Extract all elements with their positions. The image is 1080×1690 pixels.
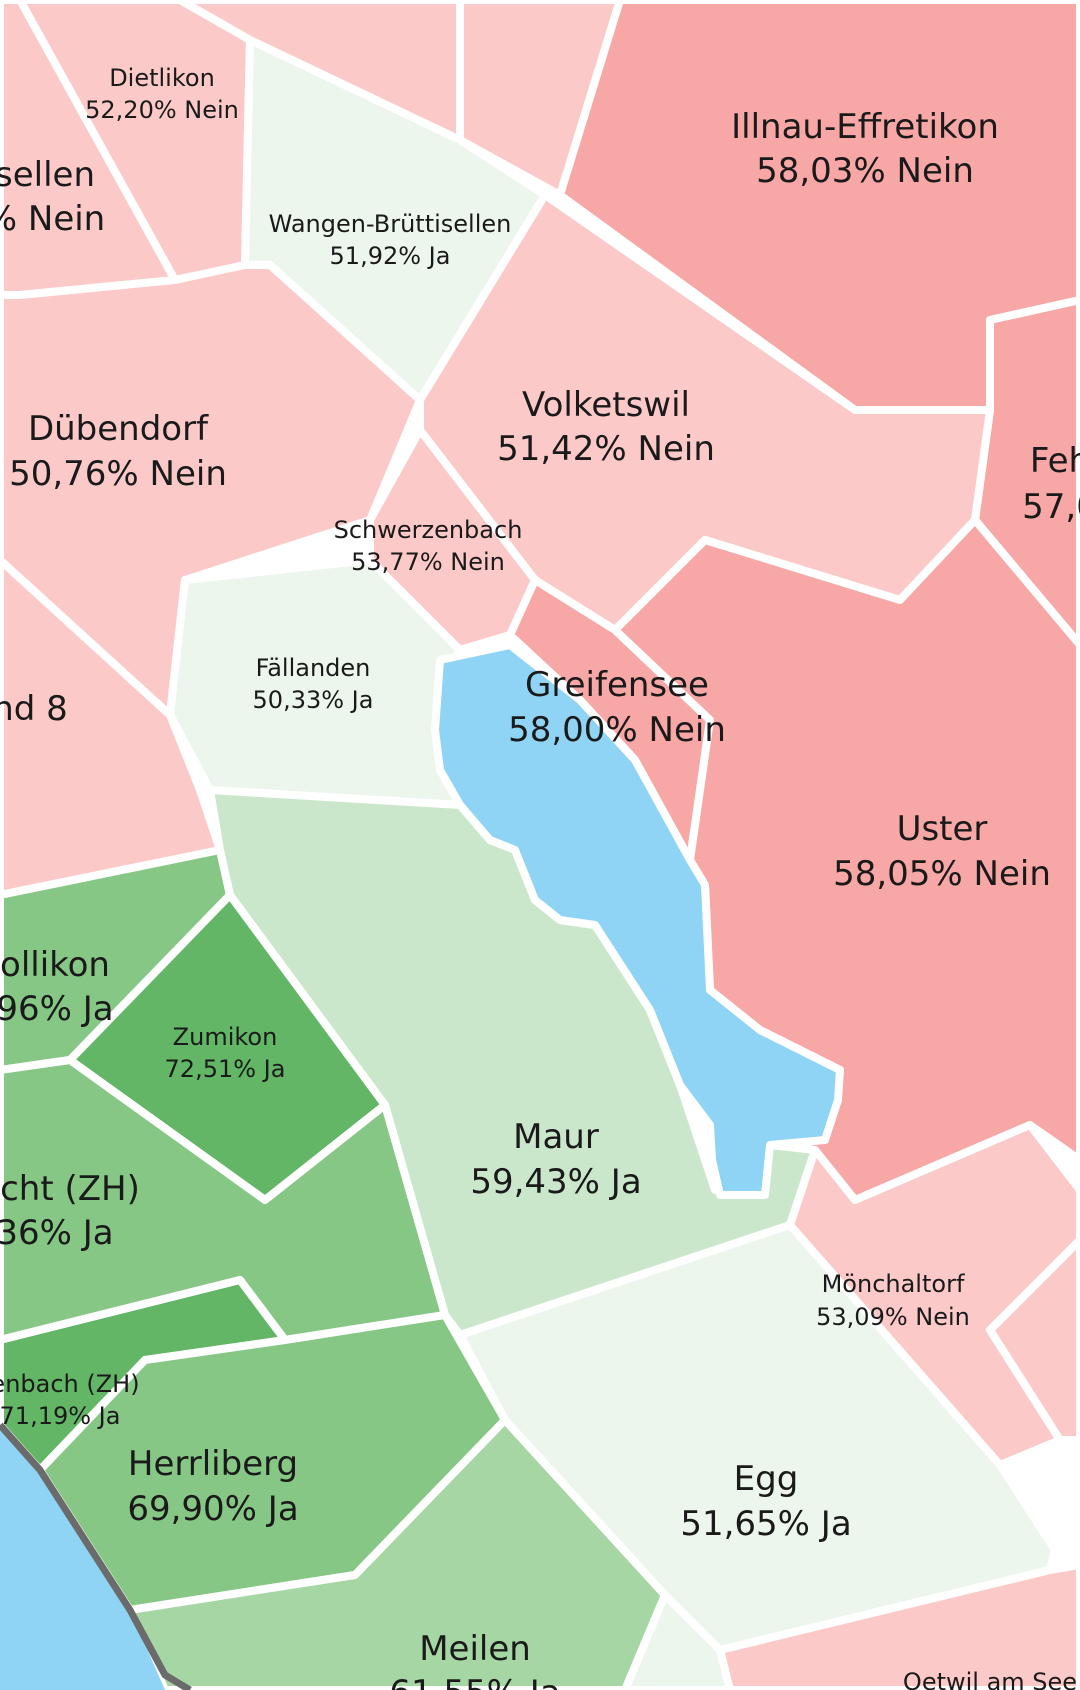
region-right-strip[interactable] [986,1236,1080,1444]
svg-text:72,51% Ja: 72,51% Ja [165,1055,286,1083]
region-moenchaltorf[interactable] [786,1121,1080,1469]
svg-text:61,55% Ja: 61,55% Ja [389,1673,560,1690]
label-volketswil: Volketswil 51,42% Nein [497,385,715,469]
svg-text:51,42% Nein: 51,42% Nein [497,429,715,469]
label-faellanden: Fällanden 50,33% Ja [253,654,374,714]
svg-text:58,00% Nein: 58,00% Nein [508,710,726,750]
svg-text:96% Ja: 96% Ja [0,989,114,1029]
label-bruettisellen: sellen % Nein [0,155,105,239]
svg-text:51,65% Ja: 51,65% Ja [680,1504,851,1544]
svg-text:enbach (ZH): enbach (ZH) [0,1370,140,1398]
svg-text:Fällanden: Fällanden [256,654,371,682]
svg-text:50,76% Nein: 50,76% Nein [9,454,227,494]
label-oetwil: Oetwil am See [903,1668,1077,1690]
svg-text:Schwerzenbach: Schwerzenbach [334,516,523,544]
svg-text:Oetwil am See: Oetwil am See [903,1668,1077,1690]
label-illnau-effretikon: Illnau-Effretikon 58,03% Nein [731,107,999,191]
svg-text:Greifensee: Greifensee [525,665,709,705]
svg-text:% Nein: % Nein [0,199,105,239]
svg-text:Wangen-Brüttisellen: Wangen-Brüttisellen [269,210,512,238]
label-egg: Egg 51,65% Ja [680,1459,851,1544]
svg-text:Uster: Uster [897,809,988,849]
svg-text:51,92% Ja: 51,92% Ja [330,242,451,270]
label-kreis-8: nd 8 [0,689,68,729]
label-fehraltorf: Feh 57,0 [1022,441,1080,527]
lake-zurich-shoreline [0,1422,192,1690]
svg-text:Maur: Maur [513,1117,599,1157]
svg-text:Feh: Feh [1030,441,1080,481]
svg-text:58,03% Nein: 58,03% Nein [756,151,974,191]
svg-text:53,09% Nein: 53,09% Nein [816,1303,970,1331]
lake-zurich [0,1425,165,1690]
greifensee-lake [431,641,844,1199]
svg-text:57,0: 57,0 [1022,487,1080,527]
svg-text:58,05% Nein: 58,05% Nein [833,854,1051,894]
label-kuesnacht: cht (ZH) 36% Ja [0,1169,140,1253]
label-dietlikon: Dietlikon 52,20% Nein [85,64,239,124]
svg-text:Meilen: Meilen [419,1629,531,1669]
label-herrliberg: Herrliberg 69,90% Ja [127,1444,298,1529]
label-maur: Maur 59,43% Ja [470,1117,641,1202]
svg-text:53,77% Nein: 53,77% Nein [351,548,505,576]
svg-text:cht (ZH): cht (ZH) [0,1169,140,1209]
label-zumikon: Zumikon 72,51% Ja [165,1023,286,1083]
label-erlenbach: enbach (ZH) 71,19% Ja [0,1370,140,1430]
svg-text:69,90% Ja: 69,90% Ja [127,1489,298,1529]
svg-text:sellen: sellen [0,155,95,195]
label-wangen-bruettisellen: Wangen-Brüttisellen 51,92% Ja [269,210,512,270]
svg-text:59,43% Ja: 59,43% Ja [470,1162,641,1202]
svg-text:ollikon: ollikon [0,945,110,985]
svg-text:71,19% Ja: 71,19% Ja [0,1402,120,1430]
label-moenchaltorf: Mönchaltorf 53,09% Nein [816,1270,970,1331]
label-schwerzenbach: Schwerzenbach 53,77% Nein [334,516,523,576]
svg-text:nd 8: nd 8 [0,689,68,729]
label-uster: Uster 58,05% Nein [833,809,1051,894]
region-bottom-green[interactable] [621,1591,734,1690]
svg-text:52,20% Nein: 52,20% Nein [85,96,239,124]
svg-text:Egg: Egg [734,1459,799,1499]
label-meilen: Meilen 61,55% Ja [389,1629,560,1690]
svg-text:Illnau-Effretikon: Illnau-Effretikon [731,107,999,147]
region-kreis-8[interactable] [0,556,224,899]
svg-text:50,33% Ja: 50,33% Ja [253,686,374,714]
svg-text:Volketswil: Volketswil [522,385,690,425]
svg-text:Dietlikon: Dietlikon [109,64,215,92]
svg-text:Dübendorf: Dübendorf [28,409,209,449]
label-zollikon: ollikon 96% Ja [0,945,114,1029]
svg-text:Mönchaltorf: Mönchaltorf [822,1270,965,1298]
svg-text:36% Ja: 36% Ja [0,1213,114,1253]
svg-text:Herrliberg: Herrliberg [128,1444,298,1484]
svg-text:Zumikon: Zumikon [173,1023,278,1051]
label-greifensee: Greifensee 58,00% Nein [508,665,726,750]
label-duebendorf: Dübendorf 50,76% Nein [9,409,227,494]
